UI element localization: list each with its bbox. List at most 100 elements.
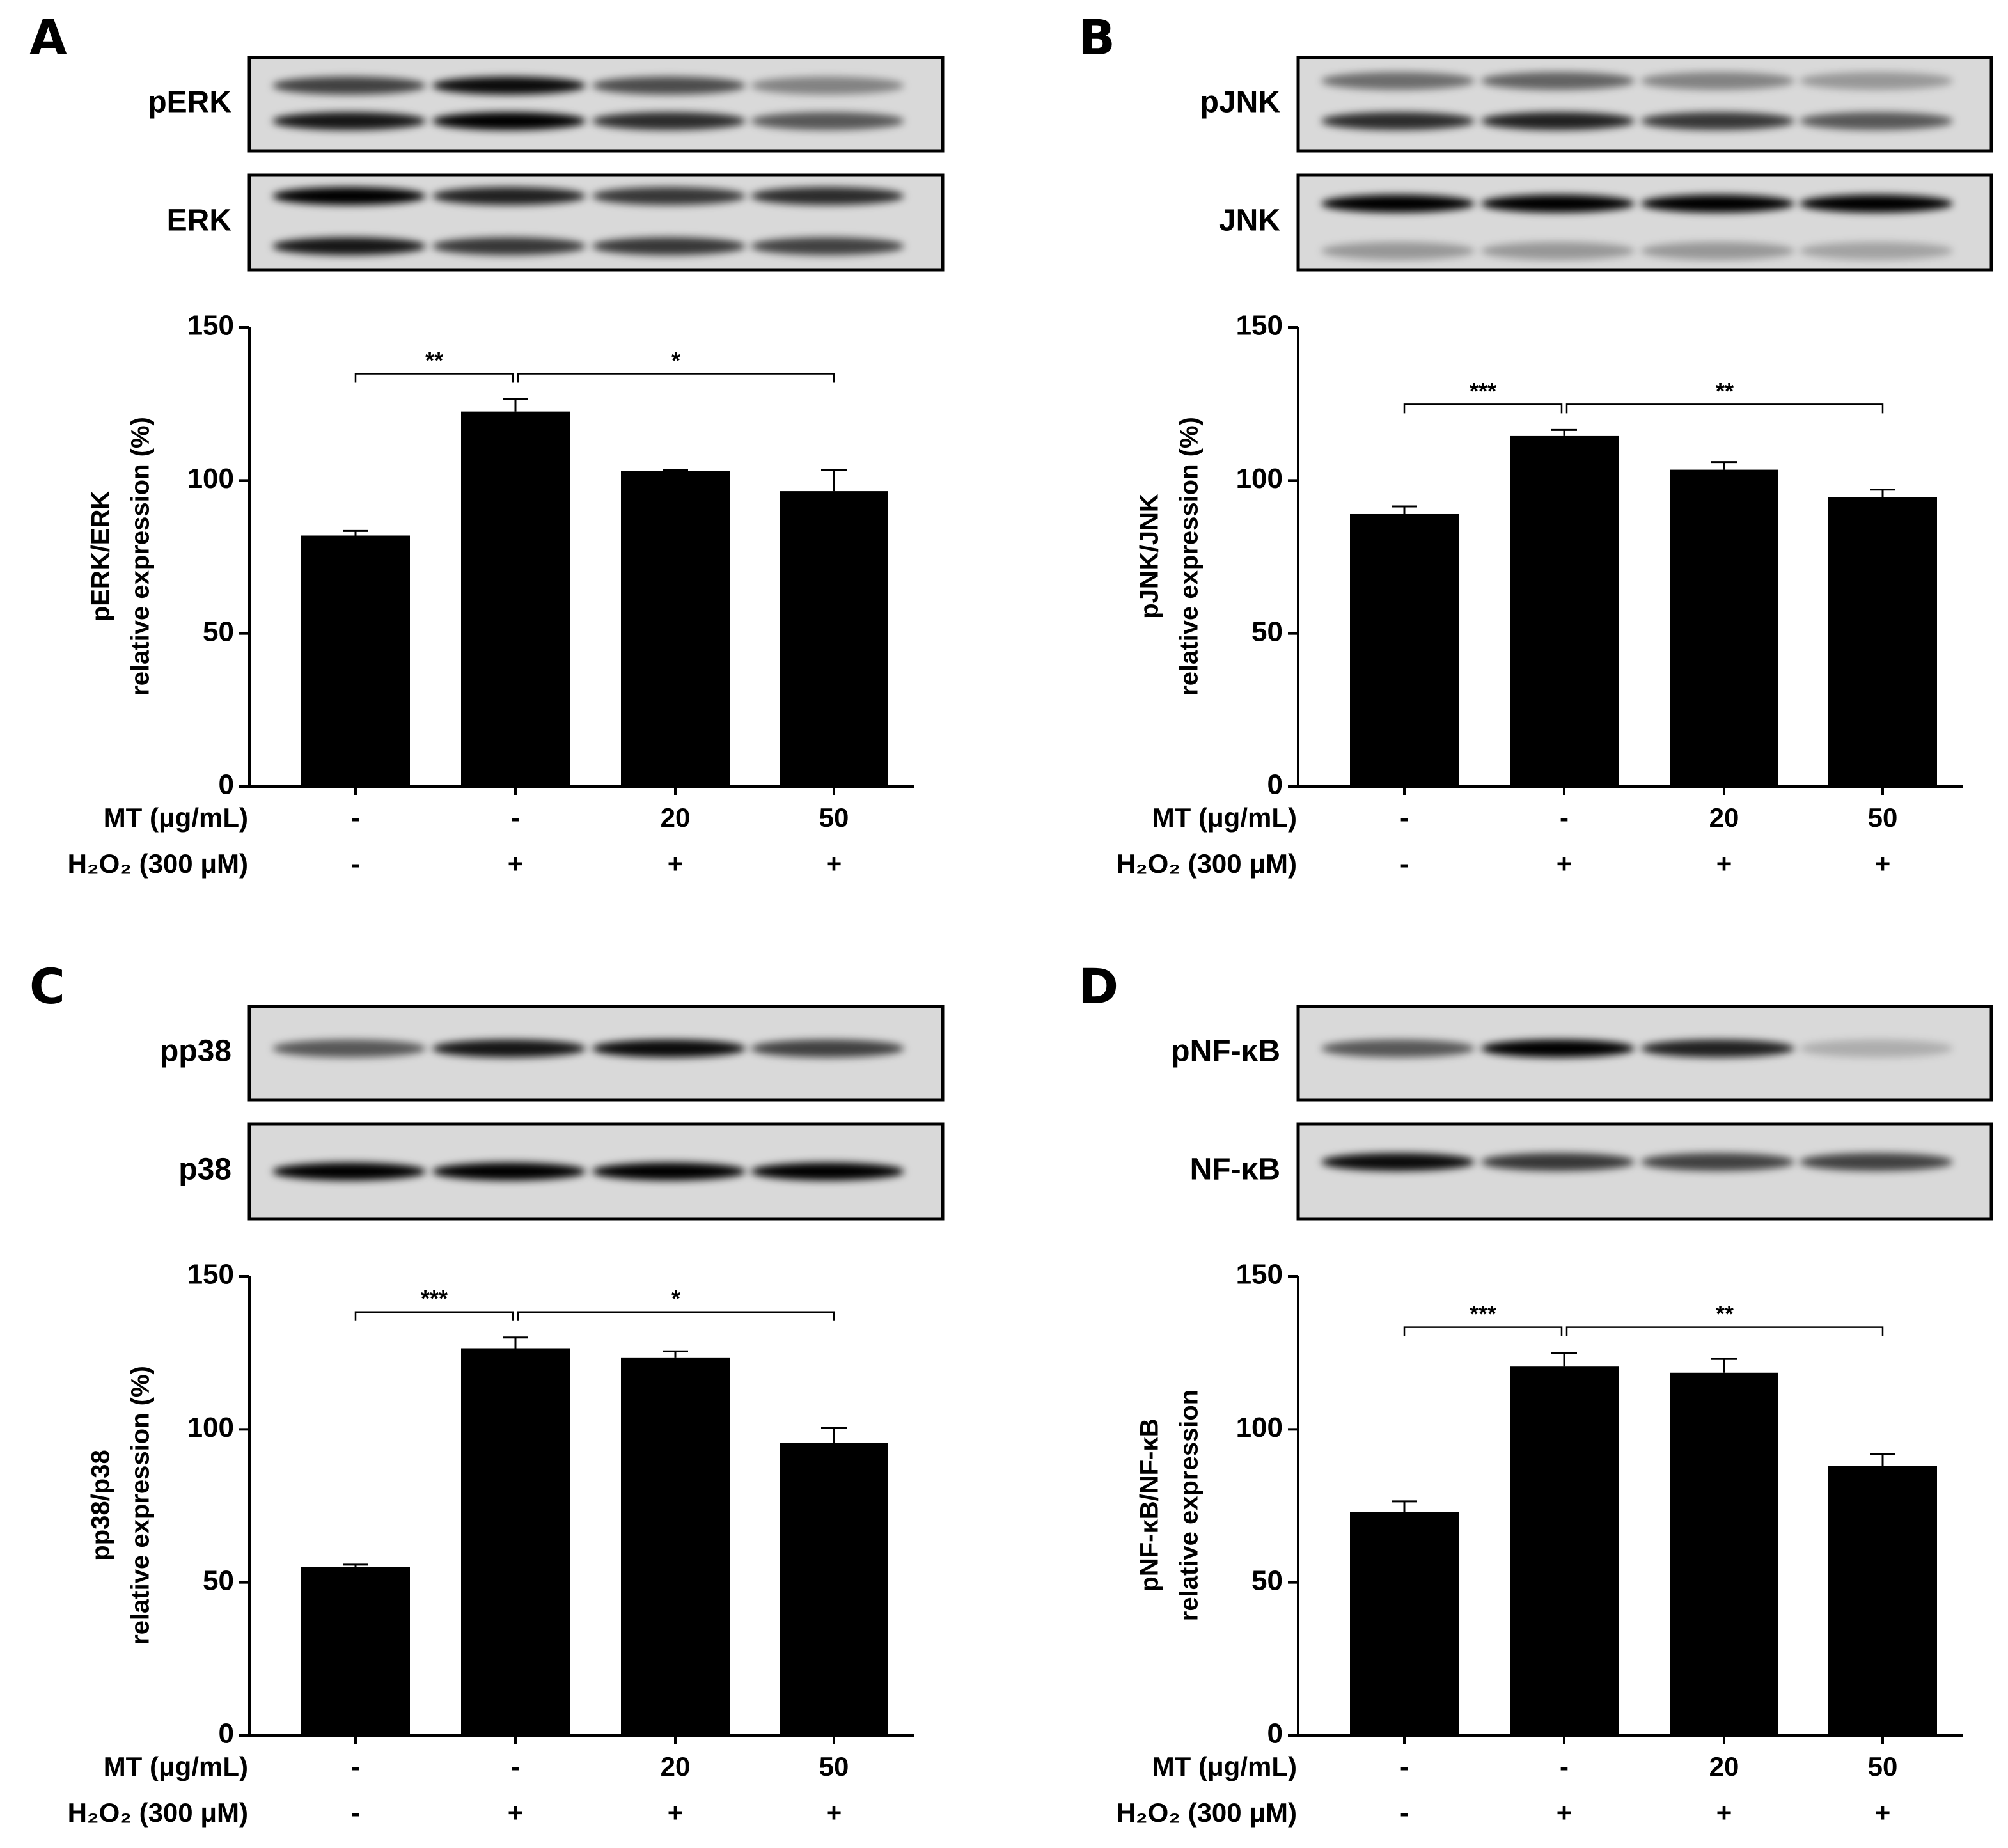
bar [621, 1357, 730, 1735]
blot-label: pp38 [160, 1035, 231, 1069]
blot-label: pJNK [1200, 86, 1281, 120]
significance-label: *** [421, 1285, 448, 1312]
blot-band [592, 237, 746, 255]
treatment-label: MT (μg/mL) [1152, 803, 1297, 833]
significance-bracket [1565, 403, 1884, 414]
treatment-level: + [826, 849, 842, 879]
significance-bracket [354, 1311, 514, 1321]
treatment-level: 50 [1868, 1751, 1898, 1781]
blot-band [1321, 72, 1475, 90]
error-bar [1870, 1453, 1895, 1466]
blot-bands [1321, 72, 1953, 130]
blot-bands [1321, 1153, 1953, 1171]
blot-image [1296, 56, 1993, 153]
bar [1350, 1512, 1459, 1735]
blot-band [592, 1163, 746, 1180]
significance-bracket [517, 373, 835, 383]
treatment-level: + [1557, 849, 1573, 879]
treatment-label: H₂O₂ (300 μM) [68, 849, 248, 879]
treatment-level: 50 [819, 803, 849, 833]
blot-band [1641, 1039, 1794, 1058]
panel-letter: C [29, 958, 65, 1015]
y-tick-label: 100 [187, 1412, 234, 1443]
blot-bands [272, 187, 904, 255]
y-tick-label: 150 [187, 310, 234, 341]
blot-band [1800, 194, 1953, 213]
blot-band [1641, 1153, 1794, 1171]
y-axis-label: pERK/ERK [87, 491, 115, 622]
treatment-level: + [1557, 1797, 1573, 1828]
y-axis-label: relative expression (%) [1175, 417, 1204, 696]
significance-label: ** [425, 347, 443, 373]
treatment-level: + [508, 1797, 524, 1828]
treatment-level: + [668, 1797, 684, 1828]
y-axis-label: relative expression [1175, 1390, 1204, 1621]
y-tick-label: 0 [219, 769, 234, 801]
blot-band [1321, 242, 1475, 260]
blot-band [432, 187, 586, 205]
panel-letter: B [1078, 9, 1115, 66]
error-bar [343, 529, 368, 536]
error-bar [1711, 1358, 1737, 1373]
blot-label: ERK [167, 204, 232, 238]
treatment-level: + [1875, 1797, 1891, 1828]
y-tick-label: 50 [203, 1565, 234, 1596]
error-bar [1551, 1352, 1577, 1367]
bar [301, 535, 410, 787]
treatment-level: - [1400, 1797, 1409, 1828]
significance-label: * [671, 1285, 680, 1312]
treatment-level: 20 [661, 803, 691, 833]
blot-band [751, 112, 904, 130]
treatment-level: - [1400, 849, 1409, 879]
y-axis-label: relative expression (%) [127, 417, 155, 696]
error-bar [1392, 1500, 1417, 1512]
blot-band [1481, 242, 1635, 260]
blot-band [592, 112, 746, 130]
treatment-label: MT (μg/mL) [1152, 1751, 1297, 1781]
panel-letter: D [1078, 958, 1118, 1015]
significance-label: *** [1470, 378, 1496, 404]
treatment-level: + [508, 849, 524, 879]
blot-label: pNF-κB [1171, 1035, 1280, 1069]
treatment-level: + [1875, 849, 1891, 879]
significance-label: ** [1716, 1301, 1734, 1327]
blot-band [1481, 1153, 1635, 1171]
treatment-level: - [351, 803, 360, 833]
error-bar [821, 469, 847, 492]
significance-label: ** [1716, 378, 1734, 404]
treatment-level: - [351, 849, 360, 879]
blot-band [432, 1039, 586, 1058]
blot-label: NF-κB [1190, 1153, 1280, 1187]
error-bar [503, 1336, 528, 1349]
bar [301, 1567, 410, 1735]
blot-band [272, 112, 426, 130]
error-bar [821, 1427, 847, 1443]
blot-band [592, 1039, 746, 1058]
treatment-level: 20 [1709, 803, 1739, 833]
y-tick-label: 0 [1267, 1718, 1283, 1750]
bar [1510, 435, 1619, 787]
blot-band [272, 1163, 426, 1180]
treatment-level: + [1716, 849, 1732, 879]
blot-band [432, 76, 586, 95]
blot-band [432, 237, 586, 255]
treatment-level: - [511, 803, 520, 833]
error-bar [663, 1350, 688, 1358]
blot-bands [1321, 194, 1953, 260]
y-tick-label: 100 [187, 463, 234, 494]
blot-band [751, 1163, 904, 1180]
significance-bracket [354, 373, 514, 383]
error-bar [343, 1563, 368, 1567]
blot-band [1321, 1039, 1475, 1058]
blot-band [1481, 72, 1635, 90]
treatment-label: MT (μg/mL) [104, 803, 248, 833]
error-bar [1551, 428, 1577, 436]
blot-band [1321, 112, 1475, 130]
blot-label: p38 [178, 1153, 231, 1187]
blot-band [1800, 1039, 1953, 1058]
y-tick-label: 50 [1251, 1565, 1283, 1596]
y-tick-label: 0 [219, 1718, 234, 1750]
bar [461, 1348, 570, 1735]
